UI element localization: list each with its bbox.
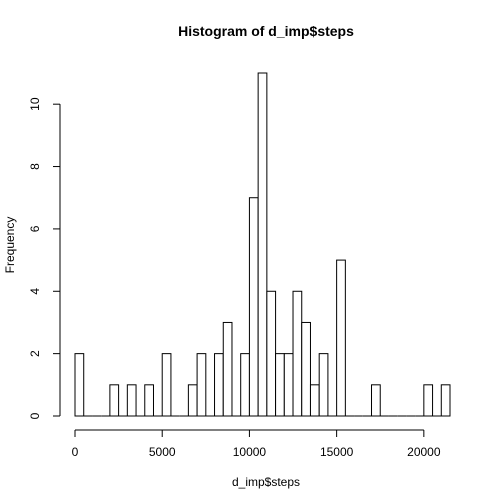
histogram-bar: [109, 384, 120, 417]
histogram-bar: [161, 353, 172, 417]
histogram-bar: [292, 290, 303, 417]
histogram-bar: [275, 353, 285, 417]
histogram-bar: [240, 353, 250, 417]
histogram-bar: [309, 384, 320, 417]
bars-group: [74, 72, 451, 417]
y-tick-label: 2: [28, 350, 42, 357]
x-tick-label: 5000: [149, 445, 176, 459]
y-tick-label: 0: [28, 412, 42, 419]
y-axis: 0 2 4 6 8 10: [28, 97, 61, 419]
x-axis-label: d_imp$steps: [232, 475, 300, 489]
histogram-bar: [266, 290, 277, 417]
histogram-bar: [222, 321, 233, 417]
x-tick-label: 20000: [407, 445, 441, 459]
histogram-bar: [318, 353, 329, 417]
y-axis-label: Frequency: [3, 217, 17, 274]
x-tick-label: 15000: [320, 445, 354, 459]
y-tick-label: 6: [28, 225, 42, 232]
y-tick-label: 10: [28, 97, 42, 111]
histogram-bar: [196, 353, 207, 417]
histogram-bar: [336, 259, 346, 417]
y-tick-label: 8: [28, 163, 42, 170]
histogram-bar: [283, 353, 294, 417]
y-tick-label: 4: [28, 288, 42, 295]
histogram-bar: [74, 353, 85, 417]
histogram-bar: [214, 353, 224, 417]
x-tick-label: 10000: [233, 445, 267, 459]
histogram-bar: [187, 384, 198, 417]
histogram-bar: [371, 384, 381, 417]
histogram-bar: [257, 72, 268, 417]
x-axis: 0 5000 10000 15000 20000: [72, 429, 441, 459]
x-tick-label: 0: [72, 445, 79, 459]
histogram-bar: [144, 384, 154, 417]
histogram-bar: [423, 384, 434, 417]
histogram-bar: [126, 384, 137, 417]
chart-title: Histogram of d_imp$steps: [178, 23, 354, 39]
histogram-bar: [301, 321, 311, 417]
histogram-bar: [248, 197, 259, 417]
histogram-bar: [440, 384, 451, 417]
